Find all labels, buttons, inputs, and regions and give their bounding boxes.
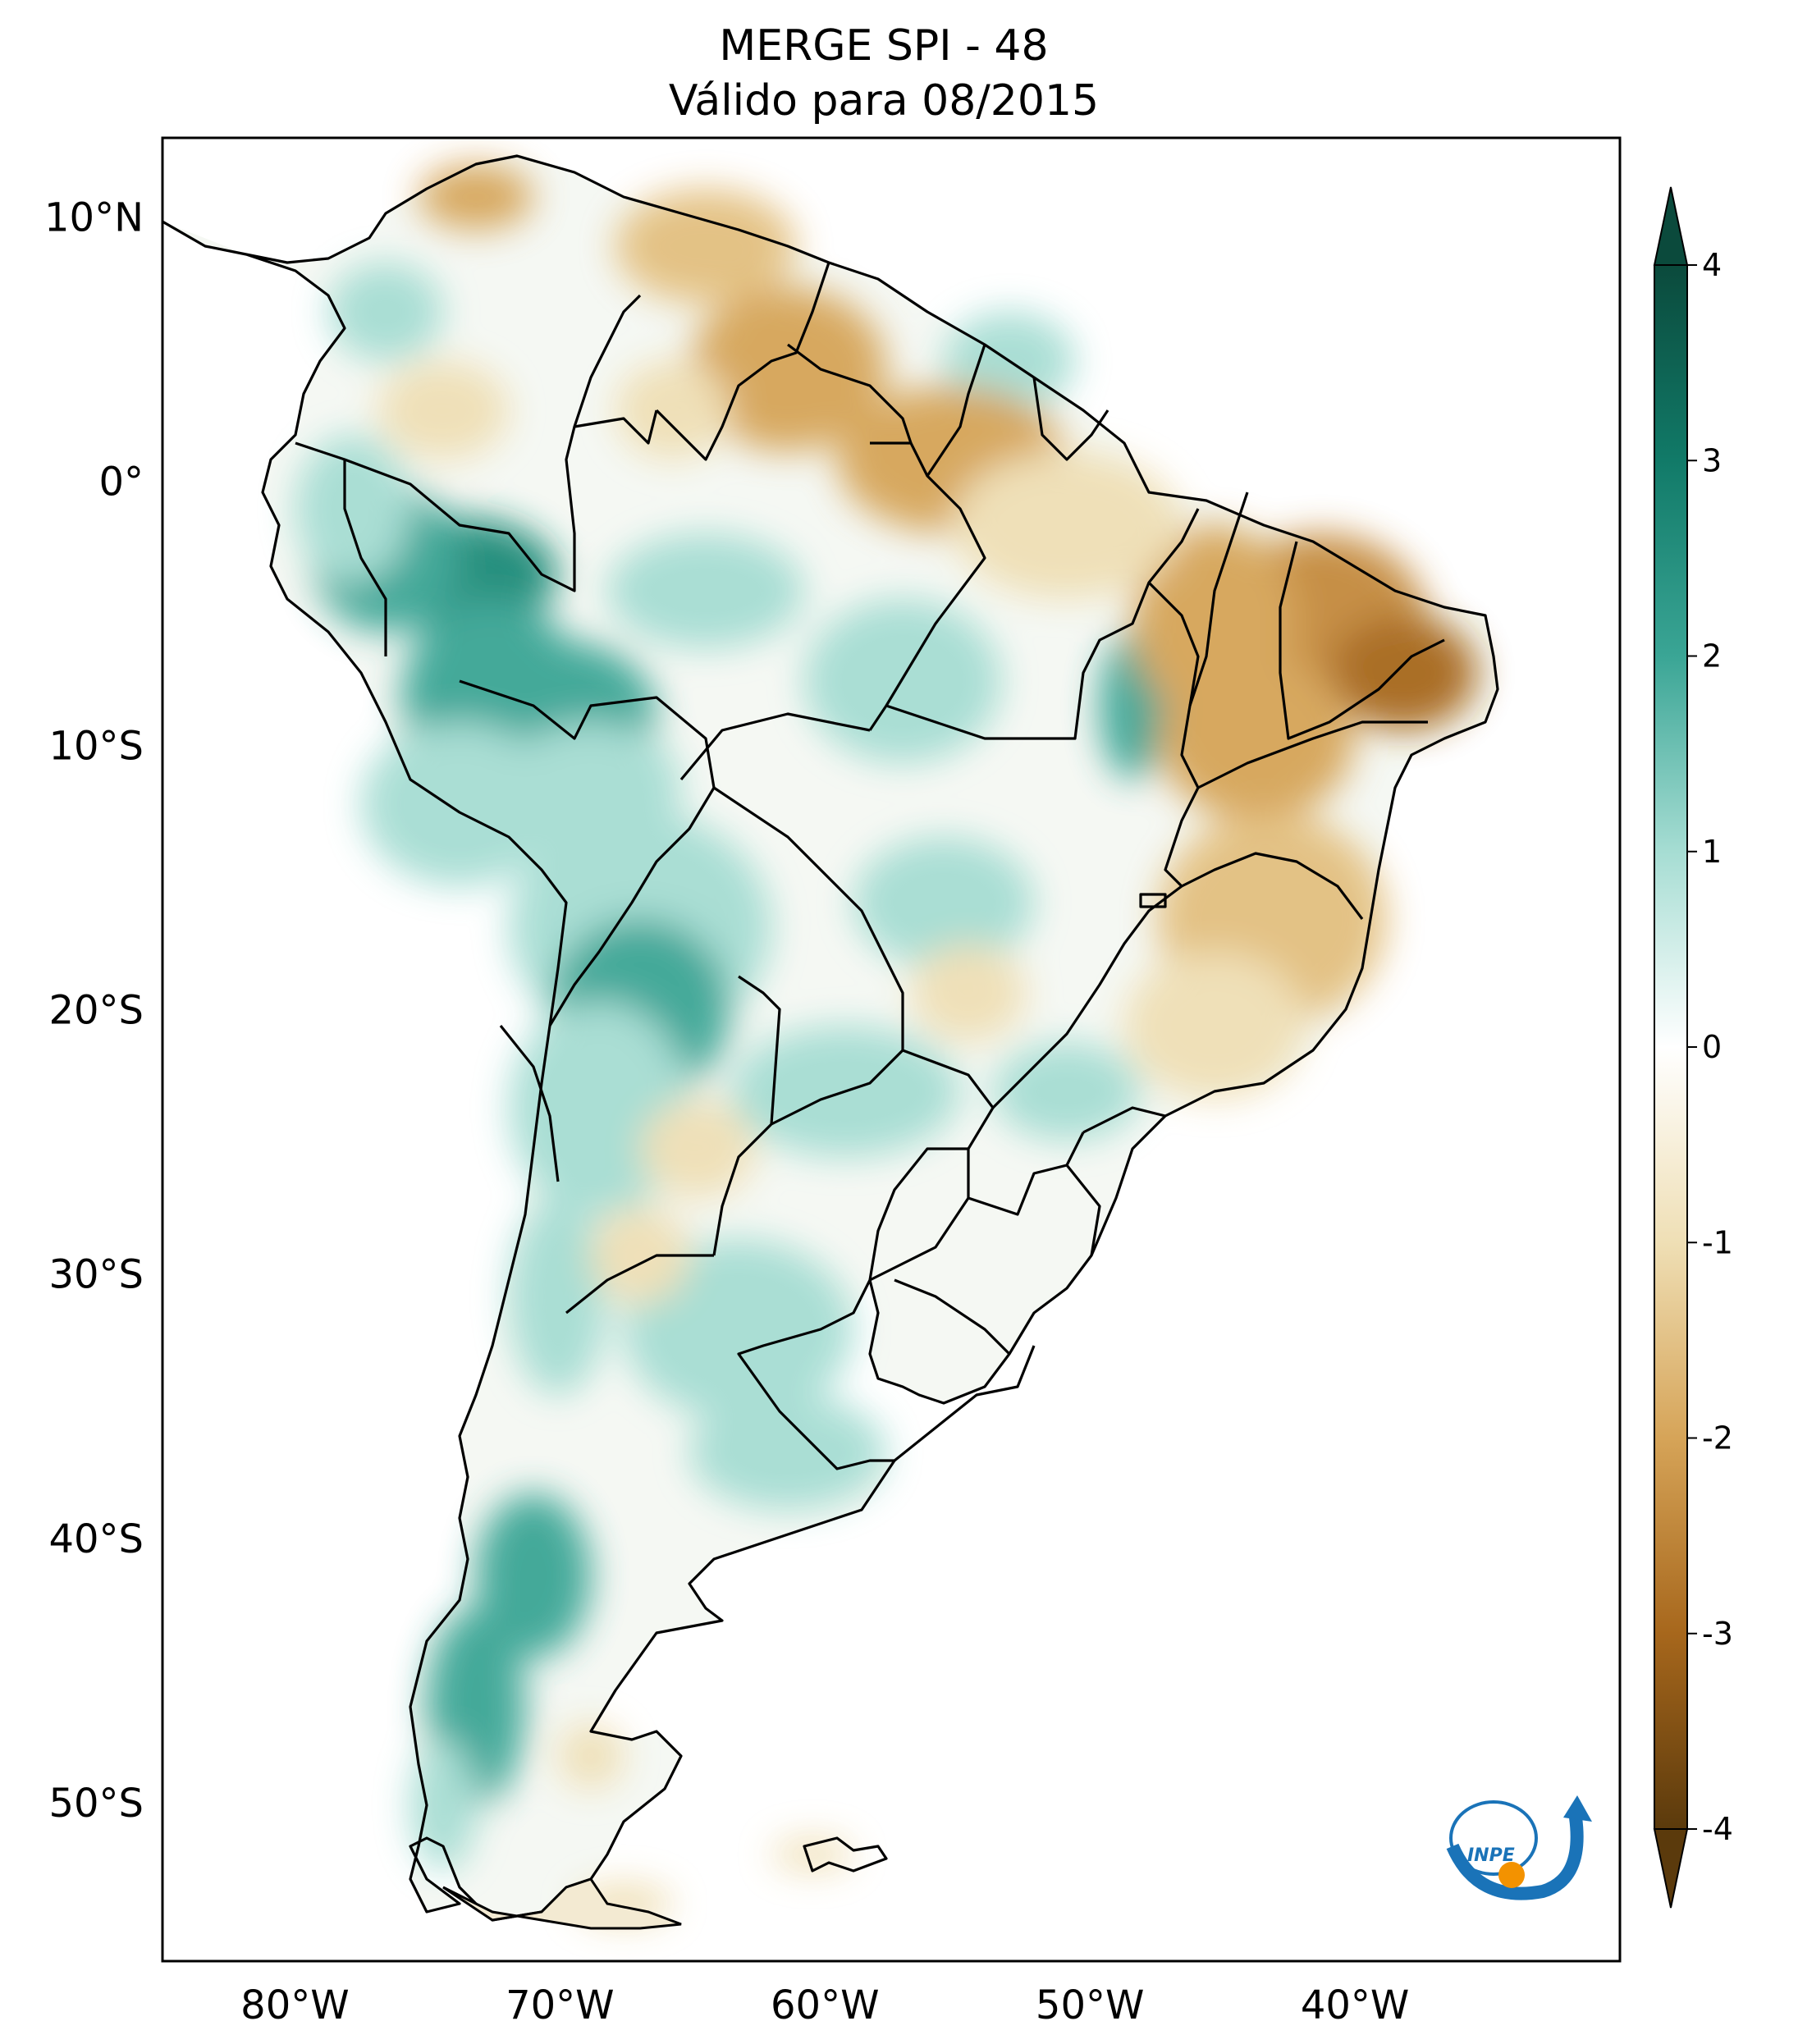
colorbar-tick-label: -4 — [1702, 1811, 1733, 1847]
tierra-del-fuego — [442, 1877, 682, 1930]
colorbar-tick-label: 1 — [1702, 834, 1722, 870]
latitude-tick-label: 50°S — [48, 1781, 144, 1827]
latitude-tick-label: 30°S — [48, 1252, 144, 1298]
longitude-tick-label: 70°W — [506, 1982, 615, 2028]
longitude-tick-label: 60°W — [771, 1982, 880, 2028]
longitude-tick-label: 50°W — [1036, 1982, 1145, 2028]
colorbar-gradient — [1654, 264, 1688, 1830]
coastline-and-borders — [162, 154, 1499, 1922]
colorbar-extend-top — [1653, 186, 1689, 266]
latitude-tick-label: 0° — [98, 460, 144, 505]
colorbar-tick-label: -3 — [1702, 1616, 1733, 1652]
latitude-tick-label: 10°S — [48, 724, 144, 770]
colorbar-tick-label: 3 — [1702, 442, 1722, 478]
colorbar-tick-label: 0 — [1702, 1029, 1722, 1065]
colorbar-tick-label: -2 — [1702, 1420, 1733, 1456]
map-title: MERGE SPI - 48 — [719, 21, 1048, 71]
longitude-labels: 80°W 70°W 60°W 50°W 40°W — [240, 1982, 1409, 2028]
map-subtitle: Válido para 08/2015 — [669, 76, 1099, 126]
longitude-tick-label: 80°W — [240, 1982, 350, 2028]
colorbar-tick-label: -1 — [1702, 1224, 1733, 1260]
latitude-tick-label: 10°N — [44, 195, 144, 241]
longitude-tick-label: 40°W — [1301, 1982, 1410, 2028]
inpe-logo-text: INPE — [1467, 1845, 1515, 1866]
inpe-logo: INPE — [1446, 1795, 1592, 1900]
latitude-labels: 10°N 0° 10°S 20°S 30°S 40°S 50°S — [44, 195, 144, 1827]
colorbar-ticks: 4 3 2 1 0 -1 -2 -3 -4 — [1687, 247, 1733, 1847]
latitude-tick-label: 40°S — [48, 1516, 144, 1562]
colorbar-tick-label: 4 — [1702, 247, 1722, 283]
latitude-tick-label: 20°S — [48, 988, 144, 1034]
colorbar-extend-bottom — [1653, 1828, 1689, 1909]
colorbar-tick-label: 2 — [1702, 638, 1722, 674]
map-panel — [162, 138, 1620, 1961]
map-frame — [161, 136, 1622, 1963]
colorbar: 4 3 2 1 0 -1 -2 -3 -4 — [1653, 186, 1733, 1909]
